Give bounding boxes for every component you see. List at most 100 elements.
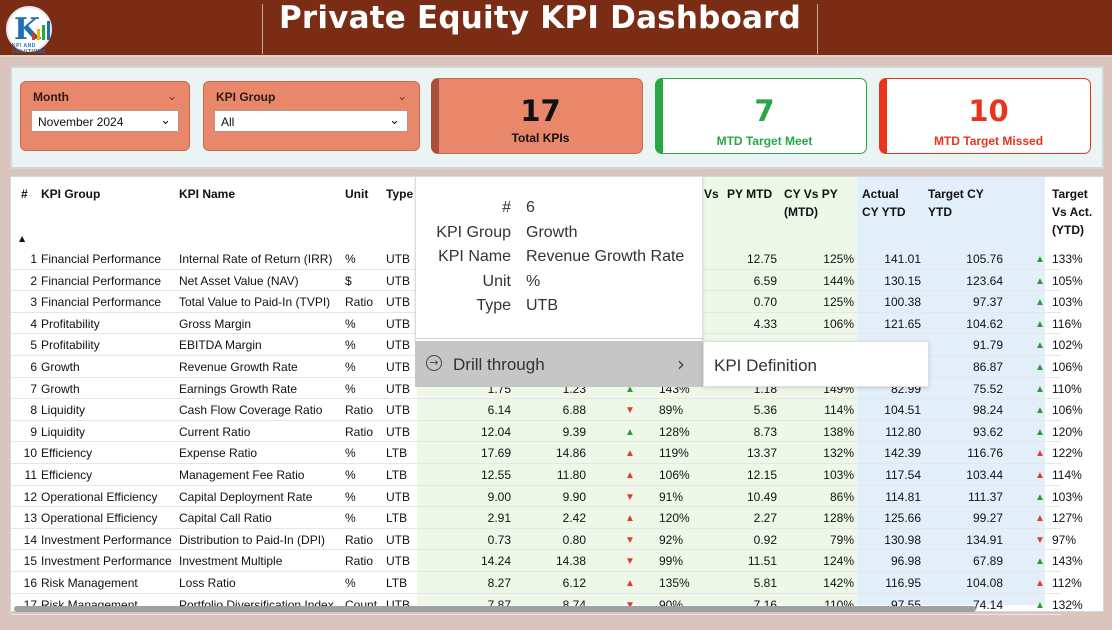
col-header-actual-cy-ytd[interactable]: Actual CY YTD bbox=[862, 187, 906, 219]
row-unit: % bbox=[345, 381, 356, 396]
row-type: UTB bbox=[386, 554, 410, 569]
row-number: 8 bbox=[30, 403, 37, 418]
table-row[interactable]: 9 Liquidity Current Ratio Ratio UTB 12.04 9.39… bbox=[11, 421, 1083, 443]
col-header-target-vs-actual[interactable]: Target Vs Act. (YTD) bbox=[1052, 187, 1093, 237]
kpi-group-slicer[interactable]: KPI Group ⌄ All ⌄ bbox=[203, 81, 420, 151]
row-target-cy-ytd: 75.52 bbox=[972, 381, 1003, 396]
row-unit: % bbox=[345, 576, 356, 590]
total-kpis-label: Total KPIs bbox=[511, 131, 570, 145]
kpi-definition-menu-item[interactable]: KPI Definition bbox=[703, 341, 929, 387]
kpi-group-slicer-label: KPI Group bbox=[216, 90, 276, 104]
table-row[interactable]: 10 Efficiency Expense Ratio% LTB 17.69 14.86 ▲… bbox=[11, 442, 1083, 464]
row-type: UTB bbox=[386, 316, 410, 331]
dropdown-arrow-icon[interactable]: ⌄ bbox=[389, 113, 400, 128]
row-cy-mtd: 9.00 bbox=[487, 489, 511, 504]
month-dropdown[interactable]: November 2024 ⌄ bbox=[31, 110, 179, 132]
row-target-cy-ytd: 98.24 bbox=[972, 403, 1003, 418]
row-ytd-pct: 106% bbox=[1052, 360, 1083, 374]
row-cy-mtd: 12.55 bbox=[480, 468, 511, 482]
row-ytd-pct: 132% bbox=[1052, 597, 1083, 612]
logo-caption: KPI AND SOLUTIONS bbox=[12, 43, 46, 55]
month-slicer[interactable]: Month ⌄ November 2024 ⌄ bbox=[20, 81, 190, 151]
row-kpi-group: Financial Performance bbox=[41, 295, 162, 310]
row-number: 16 bbox=[23, 576, 37, 590]
col-header-type[interactable]: Type bbox=[386, 187, 414, 201]
total-kpis-card: 17 Total KPIs bbox=[431, 78, 643, 154]
row-kpi-group: Financial Performance bbox=[41, 252, 162, 266]
table-row[interactable]: 16 Risk Management Loss Ratio% LTB 8.27 6.12 ▲… bbox=[11, 572, 1082, 594]
drill-through-menu-item[interactable]: → Drill through › bbox=[415, 341, 703, 387]
row-target-cy-ytd: 116.76 bbox=[967, 446, 1003, 461]
row-number: 6 bbox=[30, 360, 37, 374]
col-header-py-mtd[interactable]: PY MTD bbox=[727, 187, 773, 201]
row-kpi-group: Profitability bbox=[41, 338, 100, 353]
row-actual-cy-ytd: 130.15 bbox=[884, 273, 921, 288]
col-header-kpi-group[interactable]: KPI Group bbox=[41, 187, 101, 201]
tooltip-field-key: Unit bbox=[482, 272, 511, 290]
ytd-column-band bbox=[857, 177, 1045, 605]
row-actual-cy-ytd: 125.66 bbox=[884, 511, 921, 526]
tooltip-field-value: Growth bbox=[526, 223, 578, 241]
row-cy-mtd: 12.04 bbox=[480, 424, 511, 439]
row-py-mtd: 0.70 bbox=[753, 295, 777, 310]
horizontal-scrollbar[interactable] bbox=[14, 606, 976, 612]
row-py-mtd: 5.36 bbox=[753, 403, 777, 418]
row-ytd-pct: 114% bbox=[1052, 468, 1082, 482]
sort-ascending-icon[interactable]: ▲ bbox=[19, 234, 26, 243]
table-row[interactable]: 11 Efficiency Management Fee Ratio% LTB 12.5… bbox=[11, 464, 1082, 486]
kpi-group-value: All bbox=[221, 115, 235, 129]
row-mtd-arrow-icon: ▼ bbox=[625, 600, 635, 611]
mtd-target-met-label: MTD Target Meet bbox=[716, 134, 813, 148]
month-slicer-label: Month bbox=[33, 90, 69, 104]
row-unit: % bbox=[345, 252, 356, 266]
row-type: UTB bbox=[386, 403, 410, 418]
col-header-target-cy-ytd[interactable]: Target CY YTD bbox=[928, 187, 984, 219]
row-mtd-pct: 135% bbox=[659, 576, 690, 590]
kpi-group-dropdown[interactable]: All ⌄ bbox=[214, 110, 408, 132]
row-kpi-group: Operational Efficiency bbox=[41, 489, 158, 504]
row-ytd-pct: 105% bbox=[1052, 273, 1083, 288]
header-divider bbox=[817, 4, 818, 54]
row-type: UTB bbox=[386, 489, 410, 504]
row-target-cy-ytd: 74.14 bbox=[972, 597, 1003, 612]
tooltip-field-key: KPI Name bbox=[438, 248, 511, 265]
row-ytd-arrow-icon: ▲ bbox=[1035, 513, 1045, 525]
row-cy-vs-py: 142% bbox=[823, 576, 854, 590]
table-row[interactable]: 14 Investment Performance Distribution to … bbox=[11, 529, 1076, 551]
row-mtd-pct: 89% bbox=[659, 403, 684, 418]
row-cy-vs-py: 125% bbox=[823, 252, 854, 266]
row-type: UTB bbox=[386, 273, 410, 288]
row-kpi-group: Investment Performance bbox=[41, 532, 172, 547]
row-unit: % bbox=[345, 446, 356, 461]
table-row[interactable]: 8 Liquidity Cash Flow Coverage Ratio Ratio U… bbox=[11, 399, 1083, 421]
row-ytd-arrow-icon: ▲ bbox=[1035, 405, 1045, 417]
row-type: UTB bbox=[386, 295, 410, 310]
row-type: LTB bbox=[386, 576, 408, 590]
row-kpi-name: Capital Call Ratio bbox=[179, 511, 272, 526]
chevron-down-icon[interactable]: ⌄ bbox=[396, 89, 407, 103]
row-actual-cy-ytd: 117.54 bbox=[885, 468, 921, 482]
col-header-kpi-name[interactable]: KPI Name bbox=[179, 187, 236, 201]
table-row[interactable]: 13 Operational Efficiency Capital Call Rat… bbox=[11, 507, 1083, 529]
row-py-mtd: 12.15 bbox=[746, 468, 777, 482]
row-cy-vs-py: 114% bbox=[824, 403, 854, 418]
row-kpi-group: Profitability bbox=[41, 316, 100, 331]
row-kpi-name: Management Fee Ratio bbox=[179, 468, 305, 482]
row-py-mtd: 5.81 bbox=[753, 576, 777, 590]
chevron-down-icon[interactable]: ⌄ bbox=[166, 89, 177, 103]
col-header-vs-partial[interactable]: Vs bbox=[704, 187, 719, 201]
row-unit: % bbox=[345, 316, 356, 331]
col-header-unit[interactable]: Unit bbox=[345, 187, 369, 201]
col-header-cy-vs-py[interactable]: CY Vs PY (MTD) bbox=[784, 187, 838, 219]
row-target-cy-ytd: 97.37 bbox=[972, 295, 1003, 310]
table-row[interactable]: 15 Investment Performance Investment Multi… bbox=[11, 550, 1083, 572]
row-kpi-group: Liquidity bbox=[41, 424, 86, 439]
tooltip-field-key: KPI Group bbox=[436, 223, 511, 241]
col-header-num[interactable]: # bbox=[21, 187, 28, 201]
row-kpi-group: Efficiency bbox=[41, 468, 93, 482]
dropdown-arrow-icon[interactable]: ⌄ bbox=[160, 113, 171, 128]
table-row[interactable]: 12 Operational Efficiency Capital Deployme… bbox=[11, 486, 1083, 508]
row-ytd-arrow-icon: ▲ bbox=[1035, 340, 1045, 352]
row-kpi-name: Cash Flow Coverage Ratio bbox=[179, 403, 323, 418]
tooltip-field: Type UTB bbox=[416, 297, 704, 321]
